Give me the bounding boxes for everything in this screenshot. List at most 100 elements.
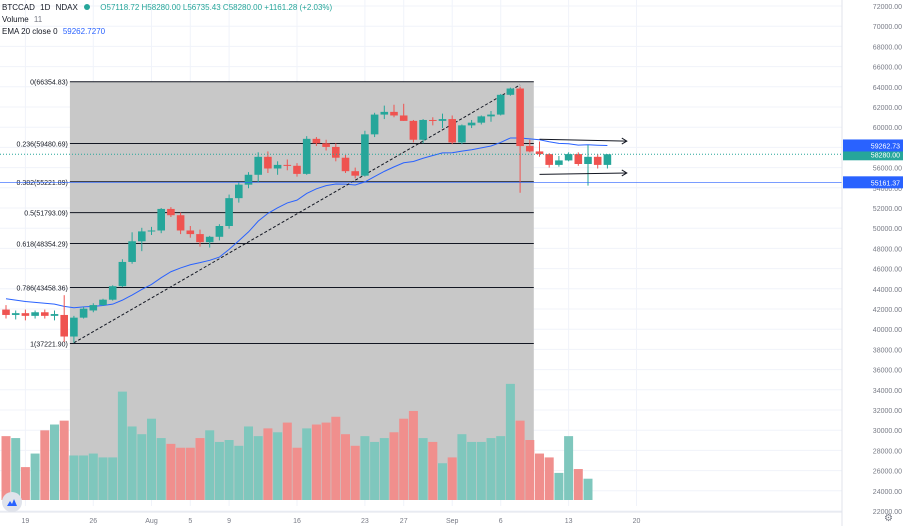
level-price-badge [843,176,903,189]
candle-body [361,134,369,176]
volume-bar [311,424,321,500]
fib-level-label: 0.236(59480.69) [17,142,68,149]
volume-bar [360,436,370,500]
candle-body [176,215,185,231]
y-tick-label: 28000.00 [873,448,902,455]
candle-body [254,156,262,175]
candle-body [603,154,612,165]
x-tick-label: 16 [293,518,301,525]
volume-bar [292,447,302,500]
candle-body [332,146,340,158]
candle-body [574,154,583,164]
x-tick-label: 27 [400,518,408,525]
volume-bar [244,426,253,500]
candle-body [584,156,592,164]
ema-line [5,137,608,309]
y-tick-label: 32000.00 [873,408,902,415]
volume-bar [496,436,506,500]
y-tick-label: 44000.00 [873,287,902,294]
y-tick-label: 46000.00 [873,267,902,274]
y-tick-label: 36000.00 [873,368,902,375]
x-tick-label: 9 [227,518,231,525]
candle-body [555,160,563,165]
volume-bar [505,383,515,500]
volume-bar [302,428,312,500]
legend-symbol-row: BTCCAD 1D NDAX O57118.72 H58280.00 L5673… [2,2,332,14]
candle-body [225,198,233,226]
legend-ema-row[interactable]: EMA 20 close 0 59262.7270 [2,26,332,38]
market-status-icon [84,4,91,10]
x-tick-label: 20 [633,518,641,525]
candle-body [215,226,224,237]
interval[interactable]: 1D [40,3,51,12]
candle-body [535,151,544,155]
volume-bar [282,422,292,500]
y-tick-label: 34000.00 [873,388,902,395]
y-tick-label: 22000.00 [873,509,902,516]
volume-bar [399,418,409,500]
y-tick-label: 70000.00 [873,24,902,31]
level-price-badge-text: 55161.37 [871,180,900,187]
trend-line [73,84,521,344]
candle-body [205,236,214,243]
candle-body [409,120,418,140]
candle-body [496,94,505,115]
y-tick-label: 64000.00 [873,85,902,92]
ema-price-badge-text: 59262.73 [871,143,900,150]
ema-price-badge [843,139,903,152]
tradingview-logo-icon[interactable] [2,492,22,512]
candle-body [147,230,156,232]
arrow-head-icon [621,169,628,177]
volume-bar [418,438,428,500]
volume-bar [69,455,79,500]
volume-bar [467,441,477,500]
candle-body [458,125,466,143]
volume-bar [486,438,496,500]
volume-bar [40,430,50,500]
y-tick-label: 66000.00 [873,65,902,72]
candle-body [273,164,282,169]
y-tick-label: 40000.00 [873,327,902,334]
gear-icon[interactable]: ⚙ [884,513,893,524]
x-tick-label: 6 [499,518,503,525]
candle-body [564,154,573,161]
exchange: NDAX [55,3,78,12]
candle-body [70,317,78,337]
volume-bar [438,463,447,500]
candle-body [593,156,602,165]
volume-bar [525,440,535,500]
candle-body [235,184,243,199]
candle-body [312,138,321,144]
volume-bar [476,441,486,500]
symbol-name[interactable]: BTCCAD [2,3,35,12]
volume-bar [370,441,380,500]
x-tick-label: 13 [565,518,573,525]
volume-bar [1,436,11,500]
y-tick-label: 54000.00 [873,186,902,193]
y-tick-label: 60000.00 [873,125,902,132]
volume-bar [195,438,205,500]
volume-bar [544,457,554,500]
volume-bar [117,391,127,500]
volume-bar [30,453,40,500]
y-tick-label: 62000.00 [873,105,902,112]
volume-bar [379,438,389,500]
candle-body [50,314,59,316]
fib-level-label: 0.5(51793.09) [24,211,68,218]
candle-body [138,231,146,242]
legend-volume-row[interactable]: Volume 11 [2,14,332,26]
candle-body [128,241,136,262]
volume-bar [137,434,147,500]
volume-bar [273,432,283,500]
channel-line-upper [539,138,627,142]
candle-body [351,171,359,176]
candle-body [370,114,379,135]
volume-bar [127,426,137,500]
y-tick-label: 42000.00 [873,307,902,314]
candle-body [157,208,165,231]
last-price-badge-text: 58280.00 [871,152,900,159]
arrow-head-icon [621,137,628,145]
candle-body [390,111,398,116]
